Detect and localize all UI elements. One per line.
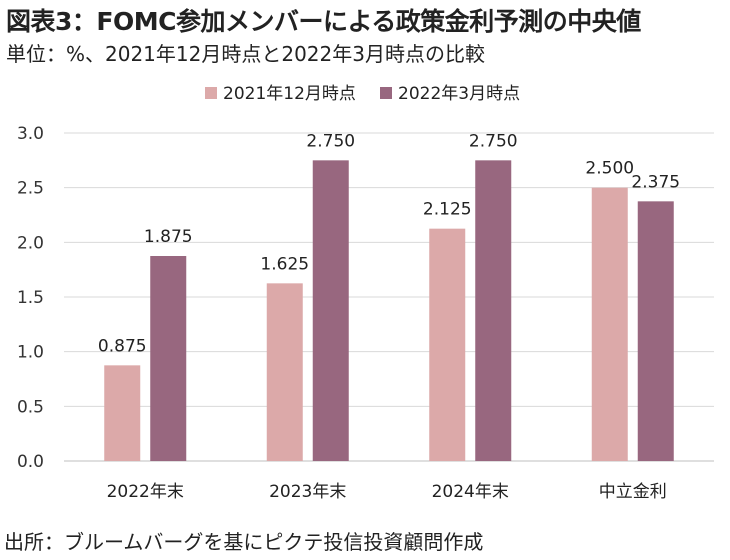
category-label: 2022年末 [107,482,184,502]
bar-dec2021 [429,228,466,461]
data-label: 1.875 [144,227,193,247]
y-tick-label: 1.5 [17,288,44,308]
data-label: 1.625 [260,254,309,274]
bar-dec2021 [266,283,303,461]
data-label: 2.500 [585,159,634,179]
y-tick-label: 2.5 [17,179,44,199]
category-label: 中立金利 [599,482,667,502]
source-note: 出所：ブルームバーグを基にピクテ投信投資顧問作成 [4,530,484,554]
chart-subtitle: 単位：%、2021年12月時点と2022年3月時点の比較 [6,42,485,66]
data-label: 2.125 [423,200,472,220]
legend-swatch [205,87,217,99]
bar-dec2021 [591,187,628,461]
data-label: 0.875 [98,336,147,356]
legend: 2021年12月時点 2022年3月時点 [205,84,520,104]
data-label: 2.375 [631,172,680,192]
bar-dec2021 [104,365,141,461]
bar-mar2022 [637,201,674,462]
bar-mar2022 [150,256,187,461]
y-tick-label: 1.0 [17,343,44,363]
x-axis-categories: 2022年末 2023年末 2024年末 中立金利 [107,482,667,502]
bars [104,160,674,462]
legend-label: 2021年12月時点 [223,84,356,104]
data-label: 2.750 [469,131,518,151]
bar-mar2022 [312,160,349,462]
y-tick-label: 3.0 [17,124,44,144]
legend-label: 2022年3月時点 [398,84,520,104]
y-tick-label: 2.0 [17,233,44,253]
category-label: 2023年末 [269,482,346,502]
category-label: 2024年末 [432,482,509,502]
y-tick-label: 0.5 [17,397,44,417]
data-label: 2.750 [306,131,355,151]
chart-title: 図表3：FOMC参加メンバーによる政策金利予測の中央値 [6,7,641,36]
bar-mar2022 [475,160,512,462]
y-tick-label: 0.0 [17,452,44,472]
y-axis-ticks: 0.0 0.5 1.0 1.5 2.0 2.5 3.0 [17,124,44,472]
legend-swatch [380,87,392,99]
